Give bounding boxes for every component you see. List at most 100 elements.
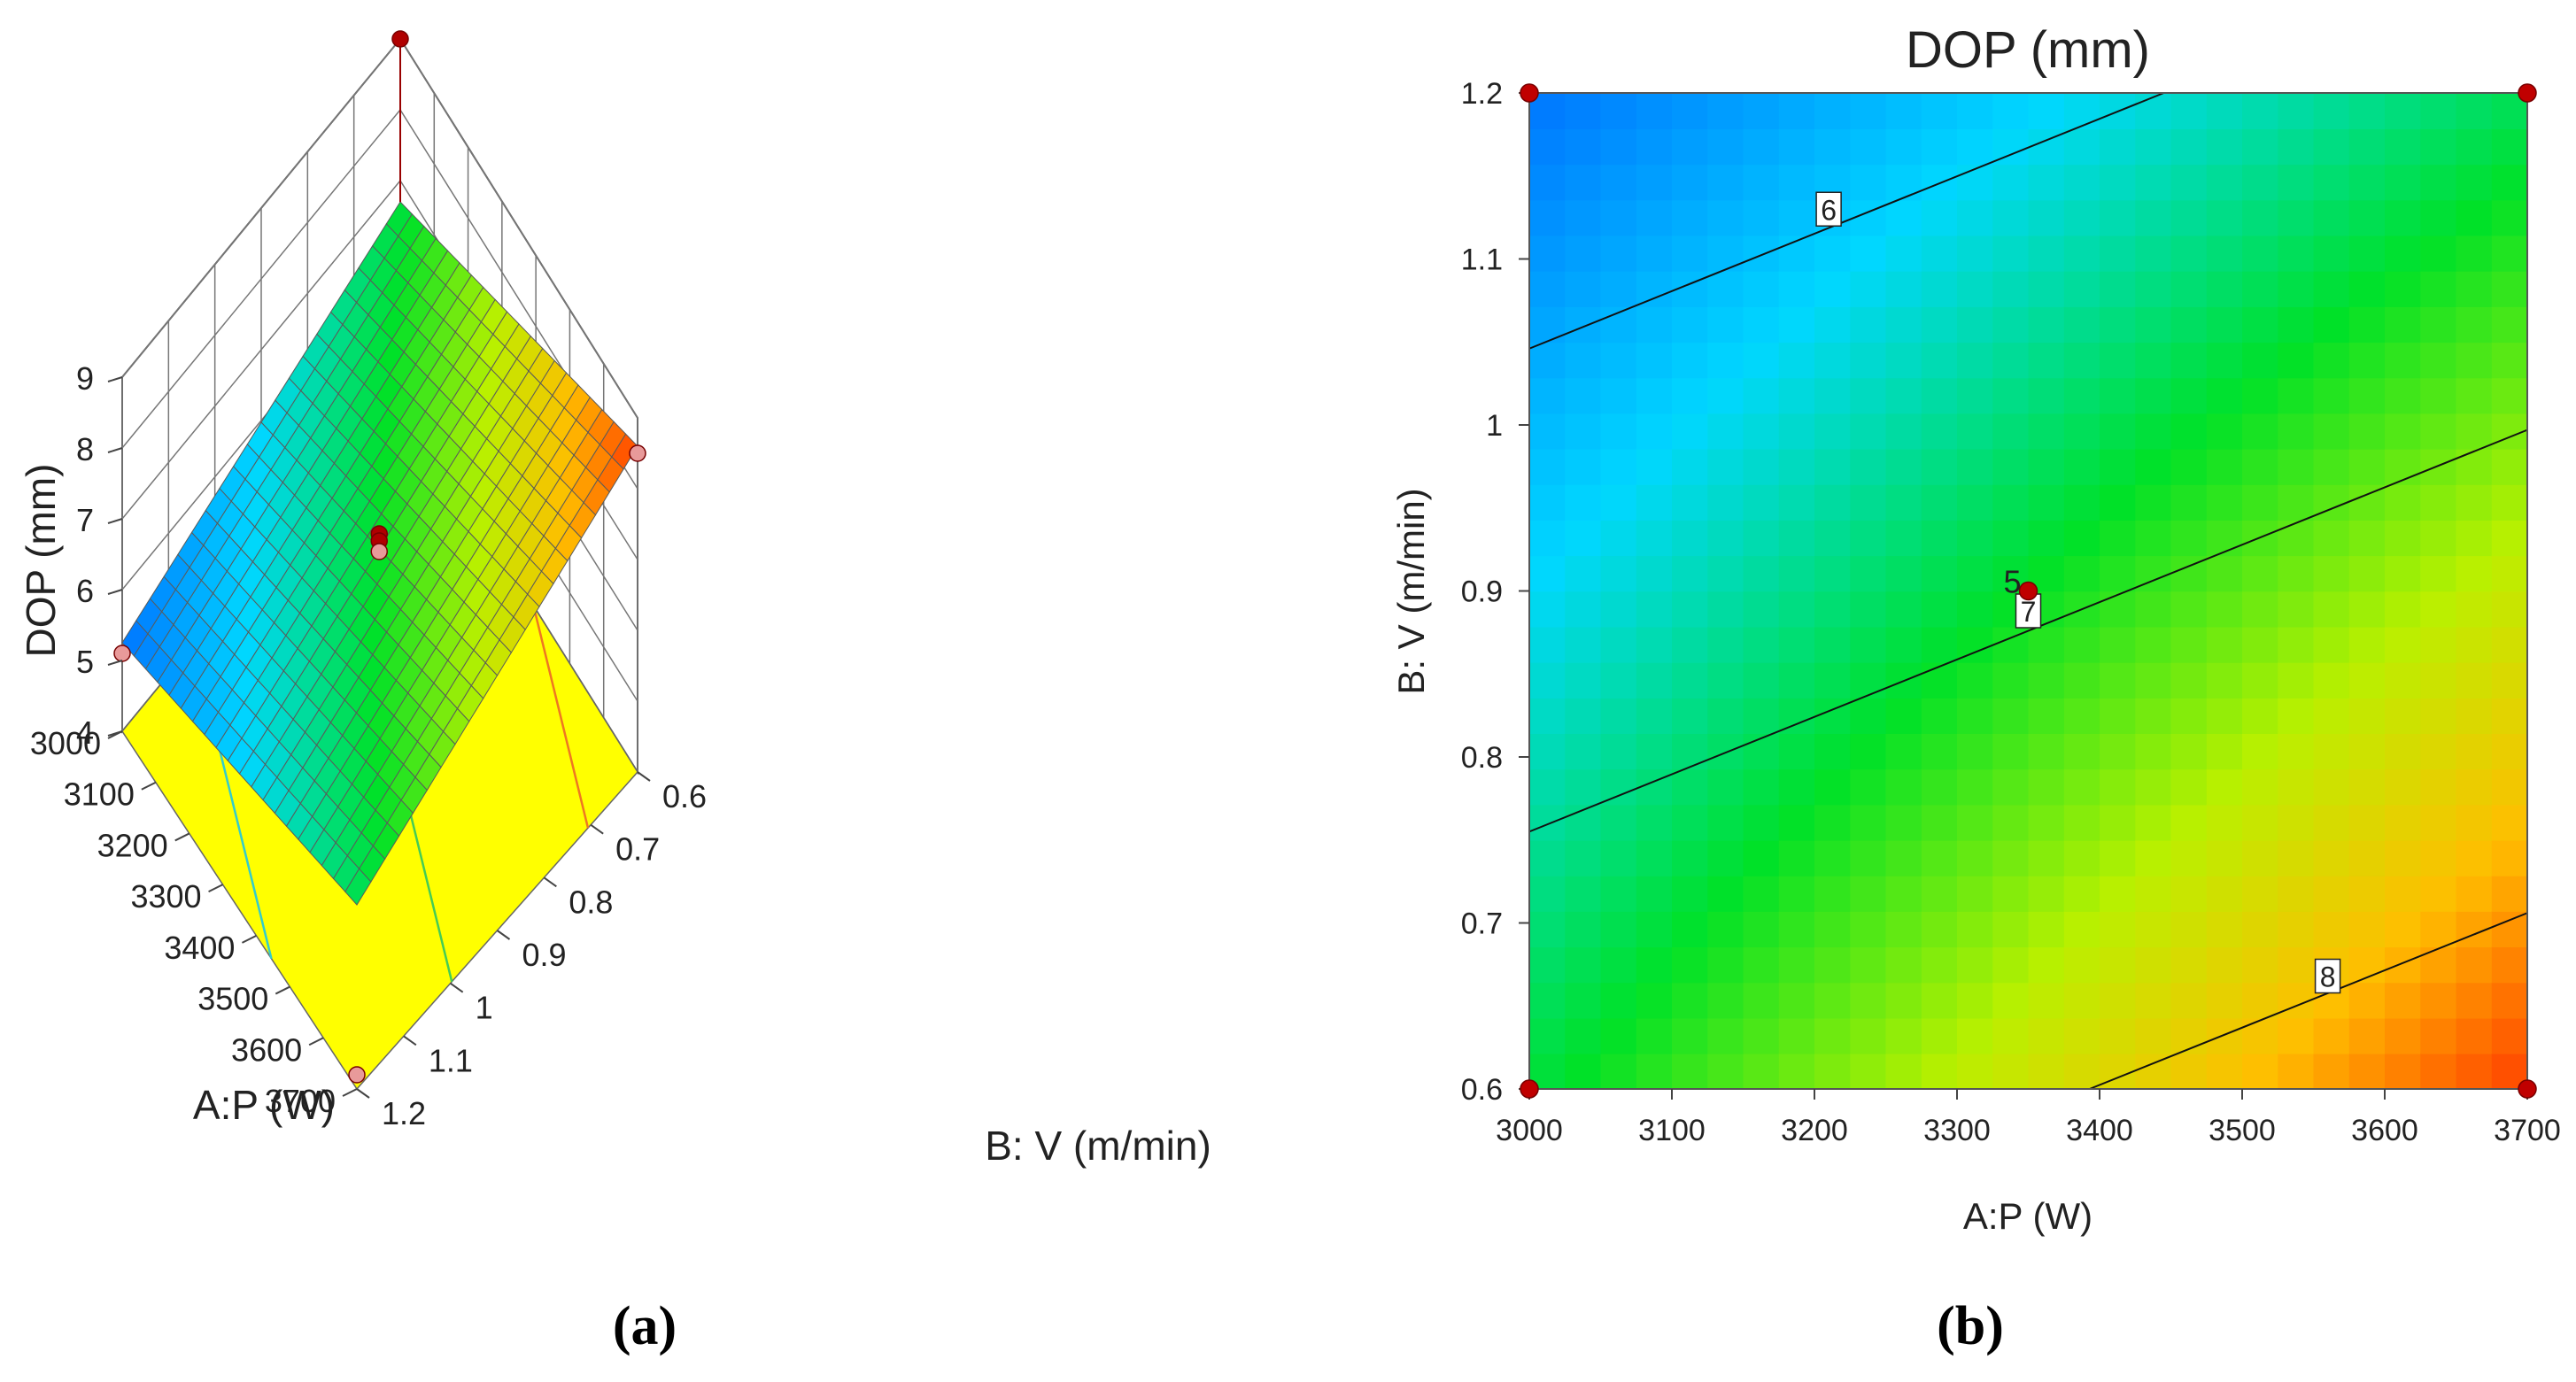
heat-cell [1707,93,1744,129]
heat-cell [1707,982,1744,1019]
contour-y-tick-label: 1.1 [1461,243,1503,277]
heat-cell [1636,520,1673,557]
heat-cell [2100,413,2136,450]
heat-cell [2456,448,2493,485]
heat-cell [1565,591,1602,628]
heat-cell [2385,839,2421,876]
heat-cell [1743,235,1780,272]
heat-cell [1778,591,1815,628]
heat-cell [1529,413,1566,450]
heat-cell [1885,520,1922,557]
heat-cell [2456,768,2493,806]
heat-cell [2278,768,2315,806]
heat-cell [1743,661,1780,699]
heat-cell [2063,1017,2100,1054]
heat-cell [1672,164,1708,201]
heat-cell [2170,875,2208,912]
heat-cell [1850,413,1887,450]
heat-cell [1529,839,1566,876]
heat-cell [2313,520,2350,557]
heat-cell [2170,911,2208,948]
heat-cell [1992,484,2030,521]
heat-cell [1778,804,1815,841]
heat-cell [2313,626,2350,663]
heat-cell [1921,804,1958,841]
heat-cell [2028,839,2065,876]
heat-cell [1600,911,1637,948]
heat-cell [2063,698,2100,734]
heat-cell [1778,270,1815,307]
contour-line-7 [1528,428,2528,833]
heat-cell [1600,484,1637,521]
heat-cell [1743,484,1780,521]
heat-cell [1707,342,1744,379]
heat-cell [1636,698,1673,734]
heat-cell [2385,520,2421,557]
heat-cell [2028,128,2065,166]
heat-cell [1957,733,1993,770]
heat-cell [2420,413,2457,450]
heat-cell [1636,448,1673,485]
heat-cell [1814,342,1851,379]
heat-cell [2385,413,2421,450]
heat-cell [2456,413,2493,450]
heat-cell [1743,839,1780,876]
heat-cell [2170,661,2208,699]
heat-cell [1992,448,2030,485]
x-tick [241,934,257,944]
heat-cell [1565,1017,1602,1054]
heat-cell [2420,626,2457,663]
heat-cell [1565,946,1602,984]
heat-cell [2170,982,2208,1019]
heat-cell [1636,377,1673,414]
z-tick-label: 4 [76,714,94,751]
heat-cell [2313,128,2350,166]
heat-cell [1707,555,1744,592]
heat-cell [1672,520,1708,557]
heat-cell [1814,911,1851,948]
surface-x-axis-title: A:P (W) [193,1082,335,1128]
heat-cell [1672,875,1708,912]
heat-cell [2456,199,2493,236]
heat-cell [2313,306,2350,344]
center-replicates-label: 5 [2003,564,2021,600]
heat-cell [2385,235,2421,272]
heat-cell [2206,484,2243,521]
heat-cell [2491,839,2527,876]
heat-cell [1529,520,1566,557]
heat-cell [1707,164,1744,201]
heat-cell [2456,982,2493,1019]
heat-cell [1565,448,1602,485]
heat-cell [1992,413,2030,450]
heat-cell [1885,448,1922,485]
heat-cell [2420,591,2457,628]
heat-cell [1565,875,1602,912]
surface-z-axis-title: DOP (mm) [18,464,64,658]
heat-cell [1921,591,1958,628]
heat-cell [2385,982,2421,1019]
heat-cell [1957,342,1993,379]
heat-cell [1636,1053,1673,1089]
heat-cell [1672,342,1708,379]
heat-cell [1850,128,1887,166]
heat-cell [2278,591,2315,628]
heat-cell [2348,270,2386,307]
heat-cell [2313,1053,2350,1089]
contour-design-points: 5 [1520,83,2537,1099]
heat-cell [1600,1017,1637,1054]
heat-cell [1565,555,1602,592]
heat-cell [1957,235,1993,272]
x-tick [141,781,157,791]
heat-cell [1636,661,1673,699]
heat-cell [2242,698,2278,734]
contour-y-tick-label: 0.7 [1461,907,1503,941]
heat-cell [1600,235,1637,272]
heat-cell [1743,164,1780,201]
heat-cell [1707,839,1744,876]
heat-cell [2100,661,2136,699]
heat-cell [1672,1053,1708,1089]
heat-cell [2278,484,2315,521]
heat-cell [2491,982,2527,1019]
heat-cell [2348,911,2386,948]
heat-cell [2206,839,2243,876]
